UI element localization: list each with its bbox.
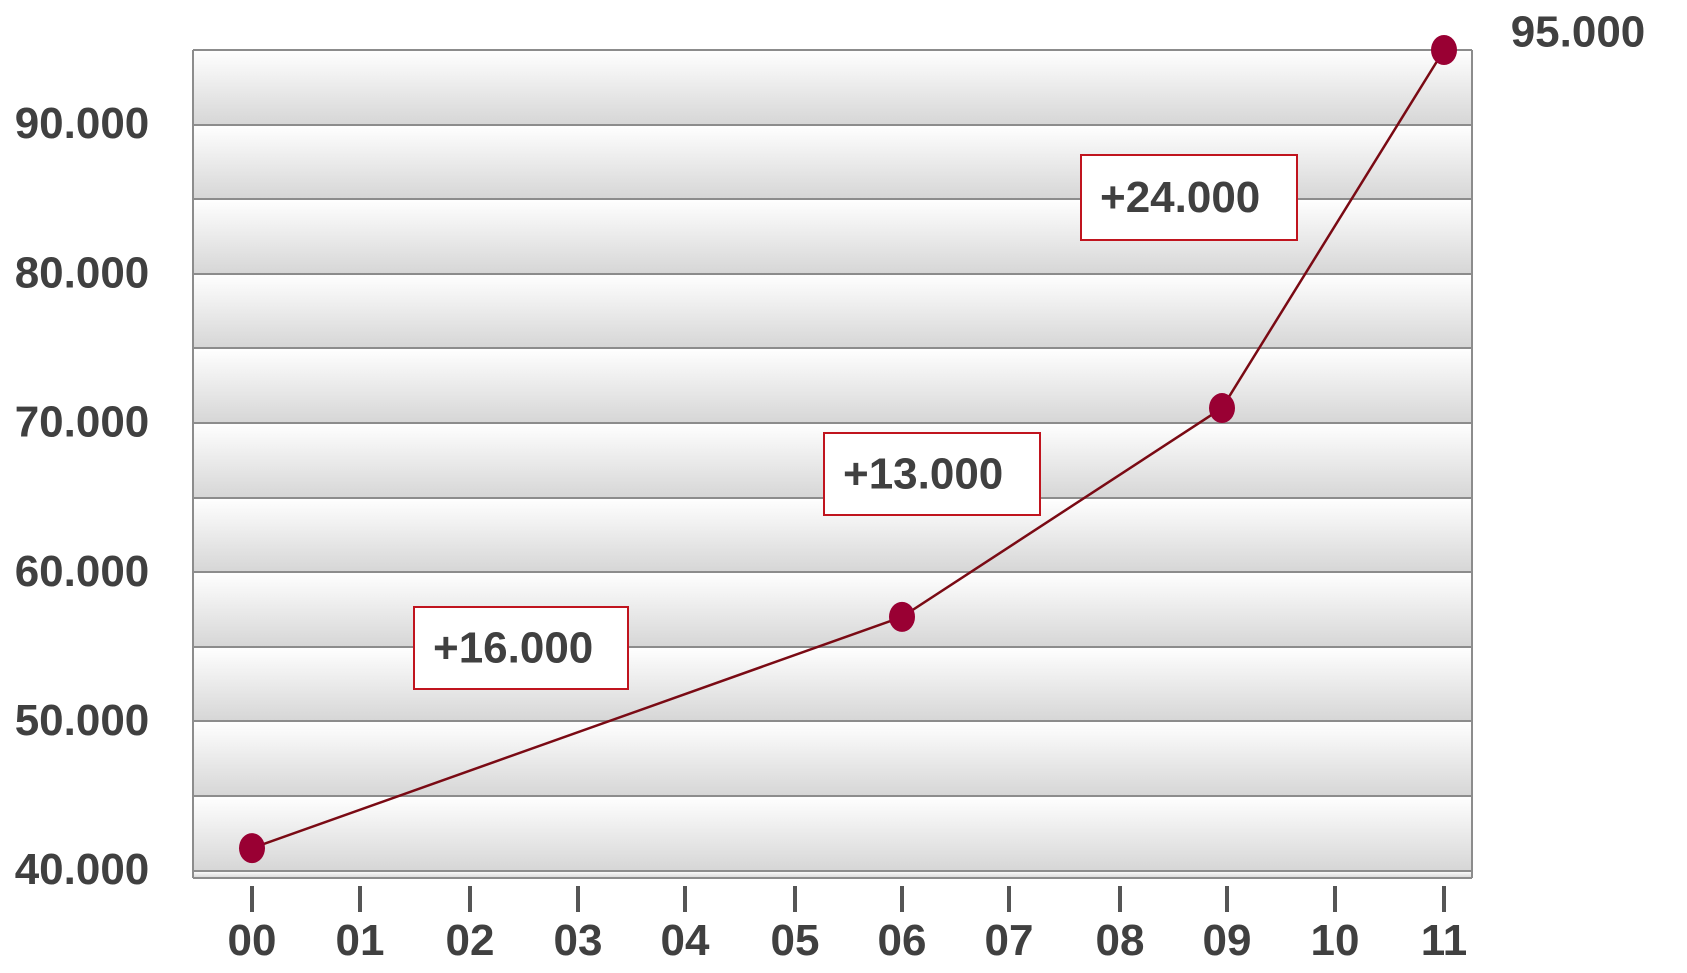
x-tick-label: 04 [661, 916, 710, 965]
plot-background [193, 50, 1472, 878]
y-tick-label: 90.000 [15, 99, 150, 148]
y-tick-label: 40.000 [15, 845, 150, 894]
callout: +16.000 [413, 606, 629, 690]
y-tick-label: 50.000 [15, 696, 150, 745]
end-value-label: 95.000 [1511, 8, 1646, 57]
callout-box [1080, 154, 1298, 241]
callout-box [823, 432, 1041, 516]
plot-band [193, 721, 1472, 796]
x-tick-label: 10 [1311, 916, 1360, 965]
x-tick-label: 01 [336, 916, 385, 965]
x-tick-label: 03 [554, 916, 603, 965]
plot-band [193, 871, 1472, 878]
data-point-marker [1209, 393, 1235, 424]
plot-band [193, 274, 1472, 348]
series-line [251, 49, 1446, 850]
x-tick-label: 02 [446, 916, 495, 965]
x-tick-label: 08 [1096, 916, 1145, 965]
callout: +13.000 [823, 432, 1041, 516]
y-tick-label: 70.000 [15, 398, 150, 447]
gridlines [192, 49, 1473, 879]
plot-band [193, 50, 1472, 125]
x-tick-label: 06 [878, 916, 927, 965]
x-tick-label: 09 [1203, 916, 1252, 965]
x-tick-label: 00 [228, 916, 277, 965]
data-point-marker [1431, 35, 1457, 65]
x-tick-label: 07 [985, 916, 1034, 965]
data-series [239, 35, 1457, 864]
callout: +24.000 [1080, 154, 1298, 241]
callout-label: +24.000 [1100, 173, 1260, 222]
plot-band [193, 572, 1472, 647]
callouts: +16.000 +13.000 +24.000 [413, 154, 1298, 690]
data-point-marker [239, 833, 265, 864]
y-tick-label: 80.000 [15, 248, 150, 297]
callout-label: +13.000 [843, 450, 1003, 499]
plot-band [193, 647, 1472, 721]
x-tick-label: 05 [771, 916, 820, 965]
y-axis-labels: 40.000 50.000 60.000 70.000 80.000 90.000 [15, 99, 150, 894]
x-tick-label: 11 [1421, 916, 1468, 965]
x-axis: 00 01 02 03 04 05 06 07 08 09 10 11 [228, 886, 1468, 965]
data-point-marker [889, 601, 915, 632]
plot-band [193, 348, 1472, 423]
y-tick-label: 60.000 [15, 547, 150, 596]
callout-label: +16.000 [433, 624, 593, 673]
plot-band [193, 796, 1472, 871]
callout-box [413, 606, 629, 690]
